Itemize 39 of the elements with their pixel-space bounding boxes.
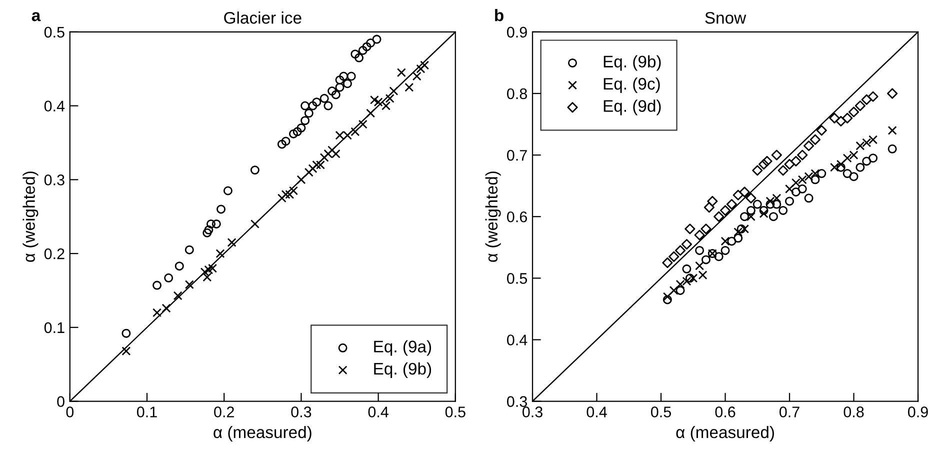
y-tick-label: 0.3 bbox=[44, 174, 64, 186]
y-tick-label: 0.1 bbox=[44, 322, 64, 334]
text: a bbox=[32, 12, 41, 22]
y-axis-title: α (weighted) bbox=[22, 172, 38, 262]
x-tick-label: 0.4 bbox=[586, 406, 607, 418]
x-tick-label: 0.3 bbox=[522, 406, 542, 418]
chart-title: Snow bbox=[705, 12, 746, 24]
x-tick-label: 0.1 bbox=[136, 406, 157, 418]
chart-title: Glacier ice bbox=[224, 12, 302, 24]
legend-label: Eq. (9b) bbox=[604, 55, 661, 71]
legend-label: Eq. (9a) bbox=[374, 340, 432, 356]
x-tick-label: 0.7 bbox=[779, 406, 800, 418]
x-tick-label: 0 bbox=[66, 406, 74, 418]
x-tick-label: 0.3 bbox=[291, 406, 312, 418]
x-tick-label: 0.5 bbox=[445, 406, 466, 418]
y-axis-title: α (weighted) bbox=[485, 172, 501, 262]
x-tick-label: 0.2 bbox=[214, 406, 234, 418]
y-tick-label: 0.9 bbox=[507, 26, 527, 38]
text: b bbox=[495, 8, 504, 22]
y-tick-label: 0.5 bbox=[507, 273, 528, 284]
y-tick-label: 0.3 bbox=[507, 396, 527, 407]
y-tick-label: 0.2 bbox=[44, 248, 64, 260]
x-tick-label: 0.9 bbox=[908, 406, 928, 418]
x-axis-title: α (measured) bbox=[676, 426, 774, 442]
x-tick-label: 0.4 bbox=[368, 406, 388, 418]
legend-label: Eq. (9d) bbox=[604, 100, 661, 116]
y-tick-label: 0.4 bbox=[44, 100, 65, 112]
y-tick-label: 0.6 bbox=[507, 211, 527, 222]
y-tick-label: 0 bbox=[57, 396, 64, 407]
legend-label: Eq. (9b) bbox=[374, 362, 432, 378]
x-axis-title: α (measured) bbox=[214, 426, 312, 442]
y-tick-label: 0.4 bbox=[507, 334, 528, 346]
y-tick-label: 0.7 bbox=[507, 150, 527, 161]
x-tick-label: 0.8 bbox=[844, 406, 864, 418]
legend-label: Eq. (9c) bbox=[604, 77, 660, 93]
y-tick-label: 0.8 bbox=[507, 88, 527, 100]
x-tick-label: 0.6 bbox=[715, 406, 736, 418]
x-tick-label: 0.5 bbox=[650, 406, 671, 418]
y-tick-label: 0.5 bbox=[44, 26, 64, 38]
